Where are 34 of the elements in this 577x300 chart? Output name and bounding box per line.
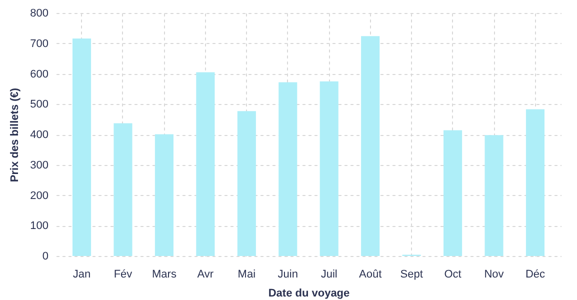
bar (154, 134, 174, 256)
bar (278, 82, 298, 256)
x-tick-label: Avr (197, 268, 214, 280)
x-tick-label: Mai (238, 268, 256, 280)
x-tick-label: Mars (152, 268, 177, 280)
bar (237, 111, 256, 256)
y-tick-label: 500 (30, 98, 48, 111)
x-tick-label: Jan (72, 268, 91, 280)
y-tick-label: 600 (30, 68, 48, 80)
y-tick-label: 0 (42, 250, 48, 262)
bar (114, 123, 132, 256)
y-tick-label: 300 (30, 159, 48, 172)
y-tick-label: 800 (30, 8, 48, 20)
x-tick-label: Août (359, 268, 382, 280)
bar (196, 72, 215, 256)
bar (526, 109, 545, 256)
x-tick-label: Juil (320, 268, 338, 280)
bar (320, 81, 338, 256)
bar (72, 38, 92, 256)
bar (444, 130, 462, 256)
y-tick-label: 100 (30, 220, 48, 232)
bar (361, 36, 380, 256)
y-tick-label: 700 (30, 38, 48, 50)
x-tick-label: Oct (444, 268, 462, 280)
x-tick-label: Nov (484, 268, 504, 280)
x-tick-label: Juin (278, 268, 298, 280)
x-axis-title: Date du voyage (268, 288, 350, 300)
y-axis-title: Prix des billets (€) (9, 88, 22, 182)
y-tick-label: 200 (30, 190, 48, 202)
bar (484, 135, 504, 256)
x-tick-label: Fév (114, 268, 133, 280)
x-tick-label: Déc (525, 268, 546, 280)
x-tick-label: Sept (400, 268, 423, 280)
y-tick-label: 400 (30, 129, 48, 141)
